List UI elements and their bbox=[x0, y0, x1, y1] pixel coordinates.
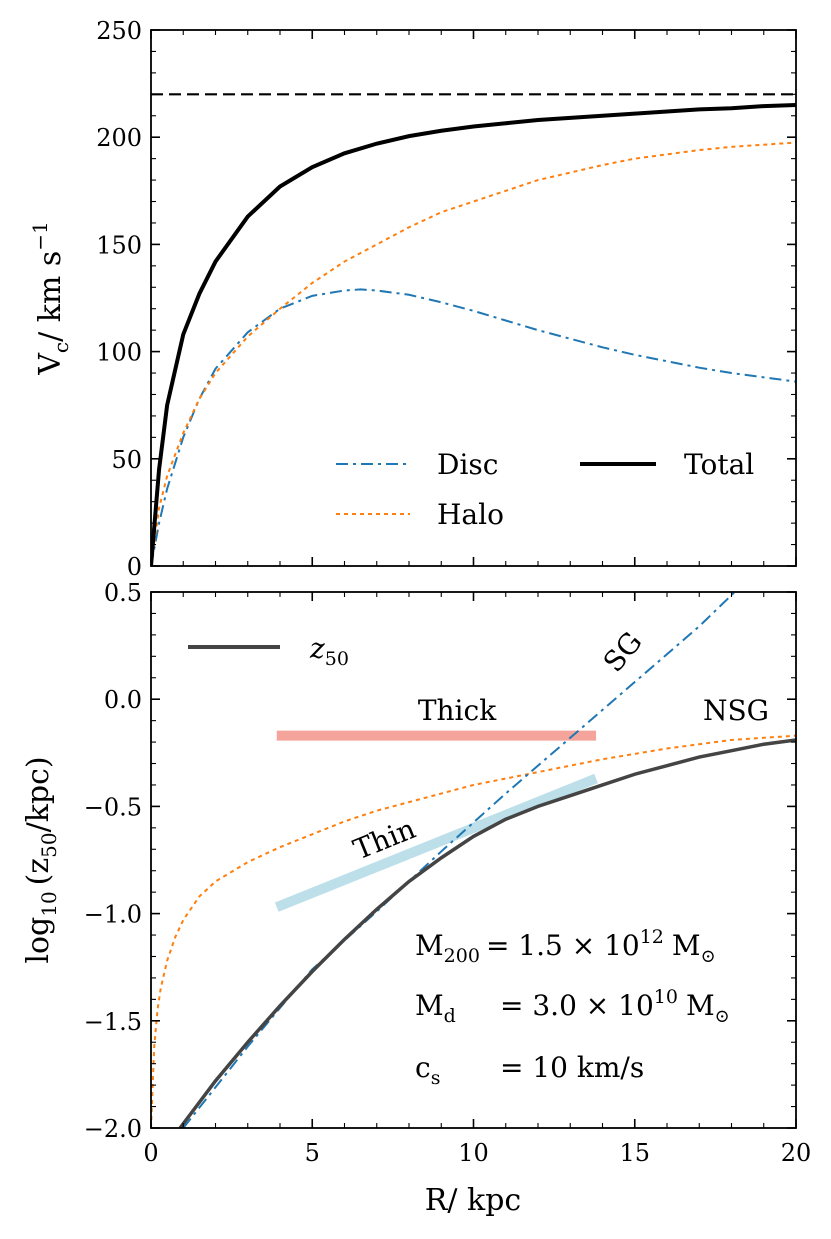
y-tick-label: −1.5 bbox=[84, 1008, 142, 1036]
halo-curve bbox=[151, 141, 796, 566]
legend-halo-label: Halo bbox=[437, 498, 504, 531]
legend-z50-label: z50 bbox=[309, 632, 349, 670]
nsg-curve bbox=[151, 734, 796, 1128]
legend-total-label: Total bbox=[684, 448, 754, 481]
thin-band bbox=[274, 773, 598, 912]
y-tick-label: −0.5 bbox=[84, 793, 142, 821]
x-tick-label: 0 bbox=[143, 1139, 158, 1167]
y-tick-label: −2.0 bbox=[84, 1115, 142, 1143]
y-tick-label: 100 bbox=[96, 339, 142, 367]
bottom-ticks: 0 5 10 15 20 −2.0 −1.5 −1.0 −0.5 0.0 0.5 bbox=[84, 579, 812, 1167]
top-legend: Disc Halo Total bbox=[336, 448, 754, 531]
top-ylabel: Vc/ km s−1 bbox=[28, 221, 73, 376]
z50-curve bbox=[178, 738, 796, 1128]
y-tick-label: 250 bbox=[96, 17, 142, 45]
scale-height-panel: 0 5 10 15 20 −2.0 −1.5 −1.0 −0.5 0.0 0.5 log10(z50… bbox=[21, 579, 811, 1218]
velocity-panel: 0 50 100 150 200 250 Vc/ km s−1 Disc Halo Tot… bbox=[28, 17, 797, 581]
y-tick-label: 150 bbox=[96, 231, 142, 259]
param-m200: M200 = 1.5 × 1012 M⊙ bbox=[415, 926, 716, 967]
x-tick-label: 15 bbox=[619, 1139, 650, 1167]
param-md: Md = 3.0 × 1010 M⊙ bbox=[415, 986, 730, 1027]
thick-label: Thick bbox=[418, 694, 497, 727]
bottom-legend: z50 bbox=[188, 632, 349, 670]
x-tick-label: 10 bbox=[458, 1139, 489, 1167]
x-tick-label: 5 bbox=[305, 1139, 320, 1167]
disc-curve bbox=[151, 288, 796, 566]
nsg-label: NSG bbox=[703, 694, 769, 727]
x-tick-label: 20 bbox=[781, 1139, 812, 1167]
sg-curve bbox=[182, 592, 736, 1128]
sg-label: SG bbox=[597, 625, 649, 678]
y-tick-label: 50 bbox=[111, 446, 142, 474]
y-tick-label: 0.5 bbox=[104, 579, 142, 607]
y-tick-label: 0.0 bbox=[104, 686, 142, 714]
total-curve bbox=[151, 103, 796, 566]
y-tick-label: −1.0 bbox=[84, 901, 142, 929]
legend-disc-label: Disc bbox=[437, 448, 498, 481]
y-tick-label: 0 bbox=[127, 553, 142, 581]
bottom-xlabel: R/ kpc bbox=[425, 1183, 521, 1218]
param-cs: cs = 10 km/s bbox=[415, 1051, 644, 1089]
parameter-block: M200 = 1.5 × 1012 M⊙ Md = 3.0 × 1010 M⊙ cs = … bbox=[415, 926, 730, 1089]
y-tick-label: 200 bbox=[96, 124, 142, 152]
top-ticks: 0 50 100 150 200 250 bbox=[96, 17, 797, 581]
bottom-ylabel: log10(z50/kpc) bbox=[21, 756, 61, 963]
